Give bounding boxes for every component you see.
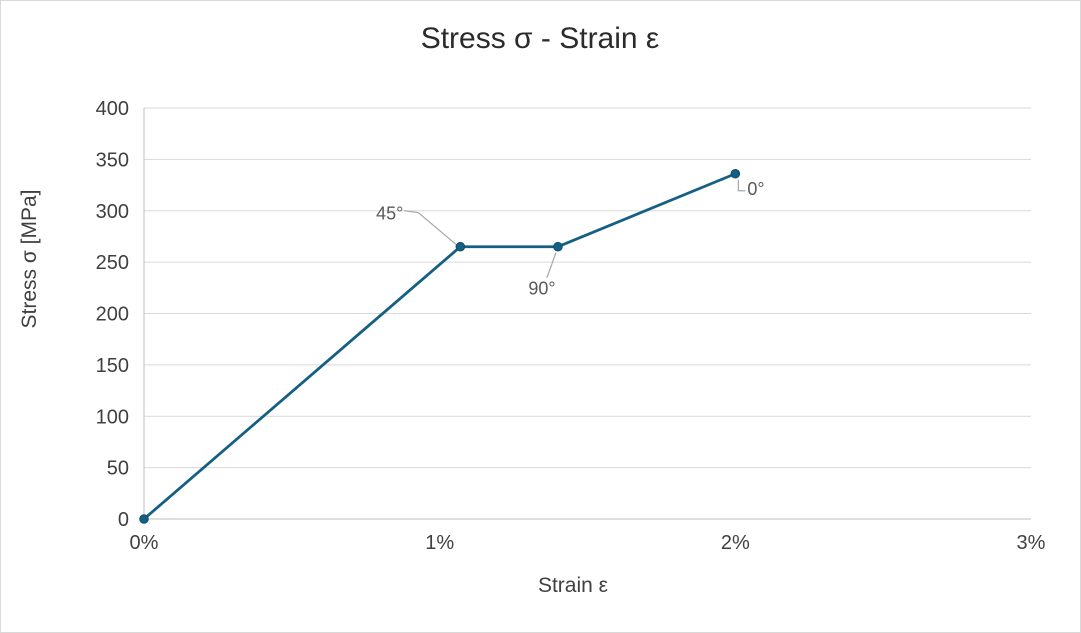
annotation-label: 45° xyxy=(376,204,403,224)
x-tick-label: 2% xyxy=(721,532,750,554)
data-point-marker xyxy=(730,168,741,179)
y-tick-label: 250 xyxy=(96,252,129,274)
annotation-label: 0° xyxy=(747,179,764,199)
data-point-markers xyxy=(139,168,741,524)
y-tick-label: 200 xyxy=(96,304,129,326)
data-point-marker xyxy=(455,241,466,252)
axis-lines xyxy=(143,108,1031,520)
x-tick-label: 3% xyxy=(1017,532,1046,554)
y-tick-label: 150 xyxy=(96,355,129,377)
x-axis-title: Strain ε xyxy=(538,574,608,597)
x-tick-label: 0% xyxy=(130,532,159,554)
y-axis-tick-labels: 0 50 100 150 200 250 300 350 400 xyxy=(96,98,129,531)
y-tick-label: 0 xyxy=(118,509,129,531)
y-tick-label: 50 xyxy=(107,458,129,480)
annotation-leader xyxy=(546,252,557,278)
data-point-marker xyxy=(139,514,149,524)
x-tick-label: 1% xyxy=(425,532,454,554)
gridlines xyxy=(144,107,1031,520)
series-polyline xyxy=(142,172,737,521)
x-axis-tick-labels: 0% 1% 2% 3% xyxy=(130,532,1046,554)
y-tick-label: 350 xyxy=(96,149,129,171)
series-line xyxy=(142,172,737,521)
annotation-label: 90° xyxy=(528,279,555,299)
annotation-leader-lines xyxy=(404,179,746,278)
y-tick-label: 300 xyxy=(96,201,129,223)
y-axis-title: Stress σ [MPa] xyxy=(18,190,41,329)
y-tick-label: 400 xyxy=(96,98,129,120)
y-tick-label: 100 xyxy=(96,406,129,428)
chart-title: Stress σ - Strain ε xyxy=(421,22,660,55)
annotation-labels: 45° 90° 0° xyxy=(376,179,764,299)
data-point-marker xyxy=(553,241,563,252)
annotation-leader xyxy=(737,179,746,192)
annotation-leader xyxy=(404,210,457,246)
